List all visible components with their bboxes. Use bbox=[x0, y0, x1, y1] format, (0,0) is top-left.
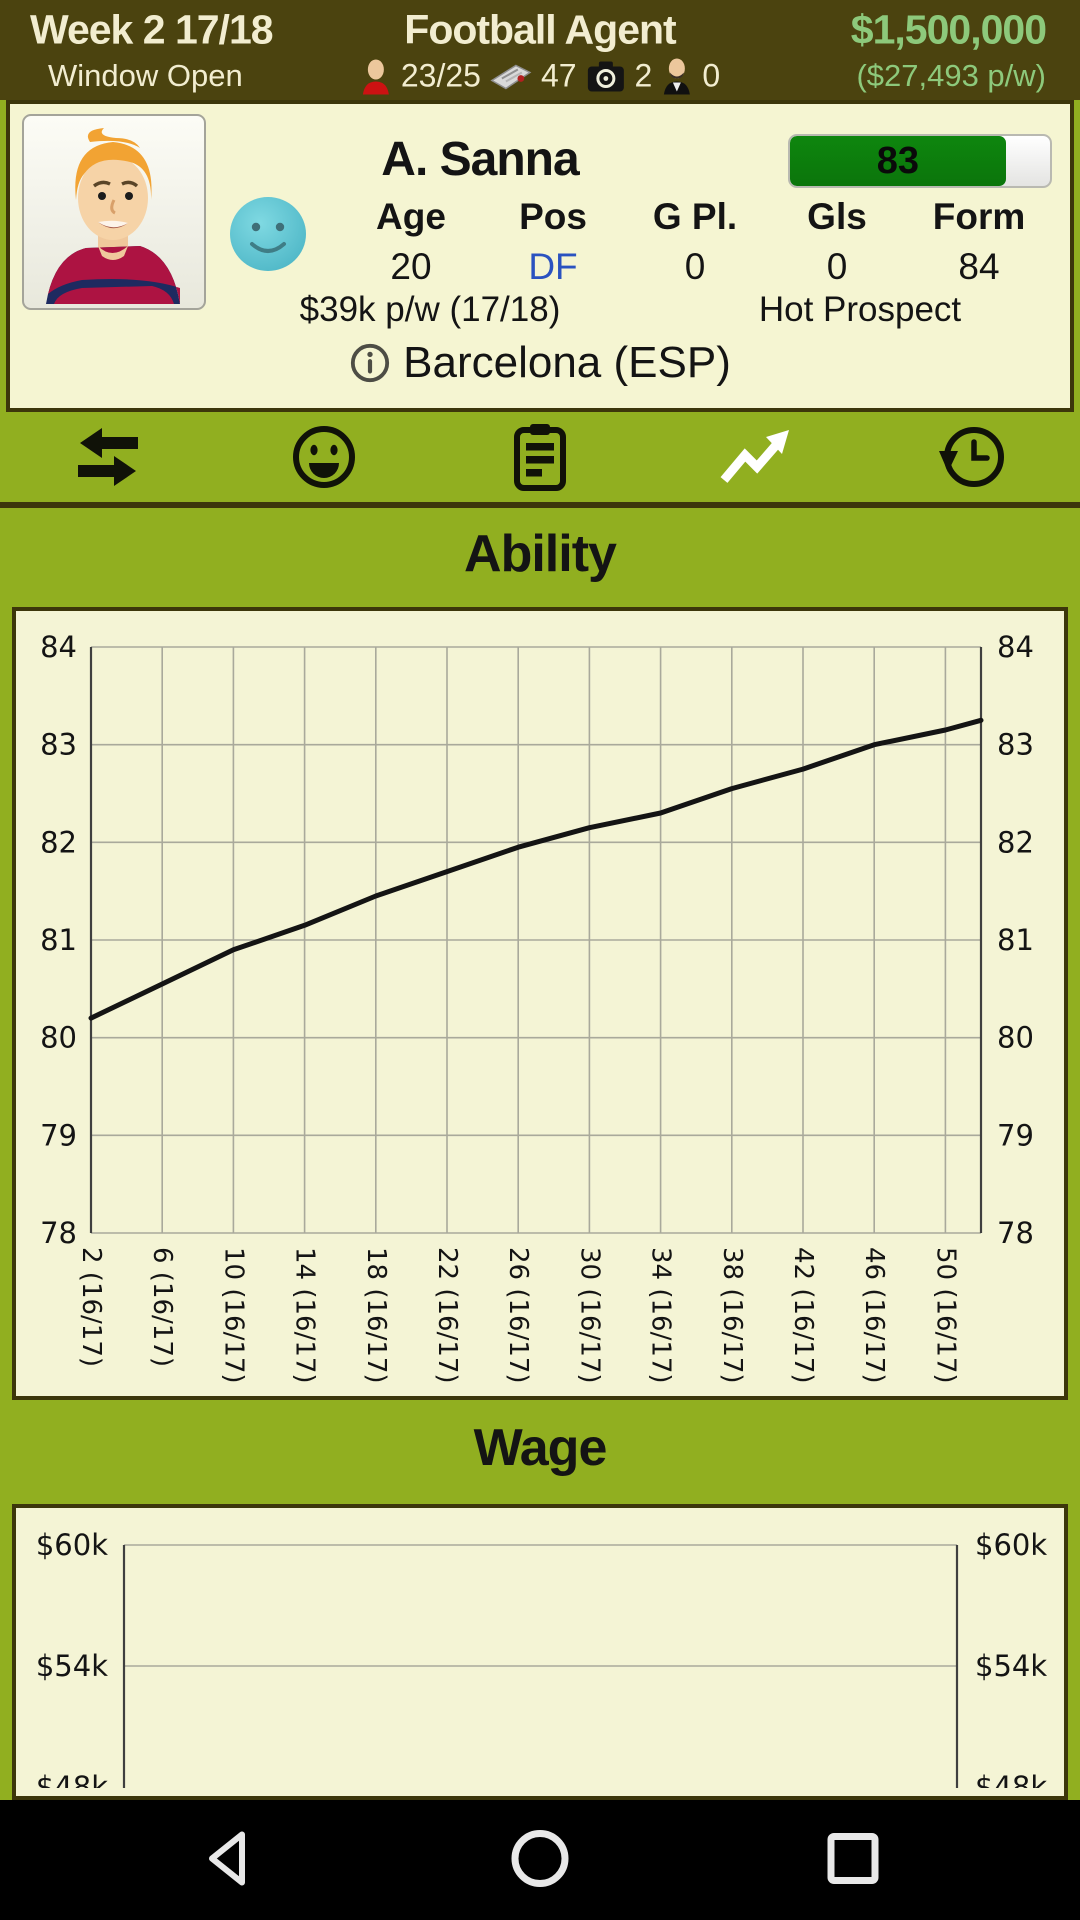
status-bar: Week 2 17/18 Football Agent $1,500,000 W… bbox=[0, 0, 1080, 100]
app-title: Football Agent bbox=[404, 6, 676, 53]
ability-line-series bbox=[88, 717, 984, 1021]
y-tick-label-right: 78 bbox=[997, 1216, 1034, 1250]
transfer-window-status: Window Open bbox=[48, 58, 243, 93]
transfer-arrows-icon bbox=[78, 428, 138, 486]
recents-icon bbox=[827, 1833, 879, 1884]
stat-header-pos: Pos bbox=[519, 196, 587, 237]
tab-progress[interactable] bbox=[648, 412, 864, 502]
stat-header-age: Age bbox=[376, 196, 446, 237]
player-wage: $39k p/w (17/18) bbox=[299, 290, 561, 329]
recents-button[interactable] bbox=[821, 1827, 885, 1894]
x-tick-label: 46 (16/17) bbox=[859, 1247, 889, 1384]
y-tick-label-left: 83 bbox=[40, 728, 77, 762]
y-tick-label-left: $48k bbox=[36, 1770, 108, 1788]
y-tick-label-left: $60k bbox=[36, 1528, 108, 1562]
player-stats-table: Age Pos G Pl. Gls Form 20 DF 0 0 84 bbox=[340, 196, 1050, 288]
stat-value-age: 20 bbox=[390, 246, 432, 287]
y-tick-label-right: 84 bbox=[997, 630, 1034, 664]
wage-chart-panel: $60k $60k $54k $54k $48k $48k bbox=[12, 1504, 1068, 1800]
smiley-icon bbox=[293, 426, 355, 488]
status-counters: 23/25 47 2 bbox=[360, 58, 720, 95]
history-clock-icon bbox=[939, 427, 1004, 487]
x-tick-label: 10 (16/17) bbox=[218, 1247, 248, 1384]
ability-rating-value: 83 bbox=[876, 139, 920, 182]
back-icon bbox=[209, 1831, 245, 1886]
back-button[interactable] bbox=[202, 1827, 266, 1894]
x-tick-label: 34 (16/17) bbox=[646, 1247, 676, 1384]
ability-rating-fill: 83 bbox=[790, 136, 1006, 186]
info-icon[interactable] bbox=[349, 342, 391, 384]
y-tick-label-right: $48k bbox=[975, 1770, 1047, 1788]
x-tick-label: 18 (16/17) bbox=[361, 1247, 391, 1384]
ability-rating-bar: 83 bbox=[788, 134, 1052, 188]
ability-chart-panel: 78 78 79 79 80 80 81 81 82 82 83 83 84 84 2 (16/17) 6 (… bbox=[12, 607, 1068, 1400]
wage-chart: $60k $60k $54k $54k $48k $48k bbox=[36, 1528, 1047, 1788]
client-bust-icon bbox=[362, 59, 389, 94]
media-count: 2 bbox=[634, 57, 653, 94]
tab-contracts[interactable] bbox=[432, 412, 648, 502]
ability-chart: 78 78 79 79 80 80 81 81 82 82 83 83 84 84 2 (16/17) 6 (… bbox=[40, 630, 1034, 1384]
player-avatar-art bbox=[46, 128, 180, 304]
ability-section-title: Ability bbox=[464, 525, 617, 583]
y-tick-label-left: 78 bbox=[40, 1216, 77, 1250]
y-tick-label-left: 80 bbox=[40, 1021, 77, 1055]
stat-value-form: 84 bbox=[958, 246, 1000, 287]
tab-transfers[interactable] bbox=[0, 412, 216, 502]
player-portrait bbox=[22, 114, 206, 310]
stat-header-gls: Gls bbox=[807, 196, 867, 237]
news-count: 47 bbox=[540, 57, 577, 94]
camera-icon bbox=[587, 61, 624, 91]
y-tick-label-right: 79 bbox=[997, 1118, 1034, 1152]
staff-count: 0 bbox=[702, 57, 721, 94]
x-tick-label: 30 (16/17) bbox=[574, 1247, 604, 1384]
y-tick-label-right: 81 bbox=[997, 923, 1034, 957]
android-navigation-bar bbox=[0, 1800, 1080, 1920]
clients-count: 23/25 bbox=[400, 57, 481, 94]
x-tick-label: 2 (16/17) bbox=[76, 1247, 106, 1367]
y-tick-label-left: 84 bbox=[40, 630, 77, 664]
home-button[interactable] bbox=[508, 1827, 572, 1894]
x-tick-label: 50 (16/17) bbox=[930, 1247, 960, 1384]
club-row: Barcelona (ESP) bbox=[10, 338, 1070, 388]
wage-section-title: Wage bbox=[473, 1419, 608, 1477]
agent-bust-icon bbox=[664, 58, 691, 94]
trend-chart-icon bbox=[720, 430, 789, 483]
weekly-wage-total: ($27,493 p/w) bbox=[856, 58, 1046, 93]
y-tick-label-left: $54k bbox=[36, 1649, 108, 1683]
y-tick-label-right: $54k bbox=[975, 1649, 1047, 1683]
player-name: A. Sanna bbox=[381, 133, 579, 186]
player-card: A. Sanna 83 Age Pos G Pl. Gls Form 20 DF… bbox=[6, 100, 1074, 412]
clipboard-icon bbox=[514, 424, 566, 491]
x-tick-label: 14 (16/17) bbox=[290, 1247, 320, 1384]
y-tick-label-left: 82 bbox=[40, 825, 77, 859]
tab-history[interactable] bbox=[864, 412, 1080, 502]
week-label: Week 2 17/18 bbox=[30, 6, 274, 53]
tab-happiness[interactable] bbox=[216, 412, 432, 502]
x-tick-label: 42 (16/17) bbox=[788, 1247, 818, 1384]
happiness-smiley-icon bbox=[230, 197, 306, 271]
y-tick-label-right: $60k bbox=[975, 1528, 1047, 1562]
x-tick-label: 26 (16/17) bbox=[503, 1247, 533, 1384]
stat-value-pos: DF bbox=[528, 246, 578, 287]
y-tick-label-right: 82 bbox=[997, 825, 1034, 859]
y-tick-label-right: 83 bbox=[997, 728, 1034, 762]
y-tick-label-right: 80 bbox=[997, 1021, 1034, 1055]
x-tick-label: 22 (16/17) bbox=[432, 1247, 462, 1384]
stat-value-gpl: 0 bbox=[684, 246, 706, 287]
x-tick-label: 38 (16/17) bbox=[717, 1247, 747, 1384]
balance-amount: $1,500,000 bbox=[850, 6, 1047, 53]
player-status-badge: Hot Prospect bbox=[758, 290, 962, 329]
stat-value-gls: 0 bbox=[826, 246, 848, 287]
y-tick-label-left: 81 bbox=[40, 923, 77, 957]
y-tick-label-left: 79 bbox=[40, 1118, 77, 1152]
stat-header-form: Form bbox=[932, 196, 1026, 237]
x-tick-label: 6 (16/17) bbox=[147, 1247, 177, 1367]
home-icon bbox=[511, 1830, 569, 1887]
club-name: Barcelona (ESP) bbox=[403, 338, 731, 387]
newspaper-icon bbox=[490, 64, 532, 89]
tab-bar bbox=[0, 412, 1080, 508]
stat-header-gpl: G Pl. bbox=[652, 196, 738, 237]
